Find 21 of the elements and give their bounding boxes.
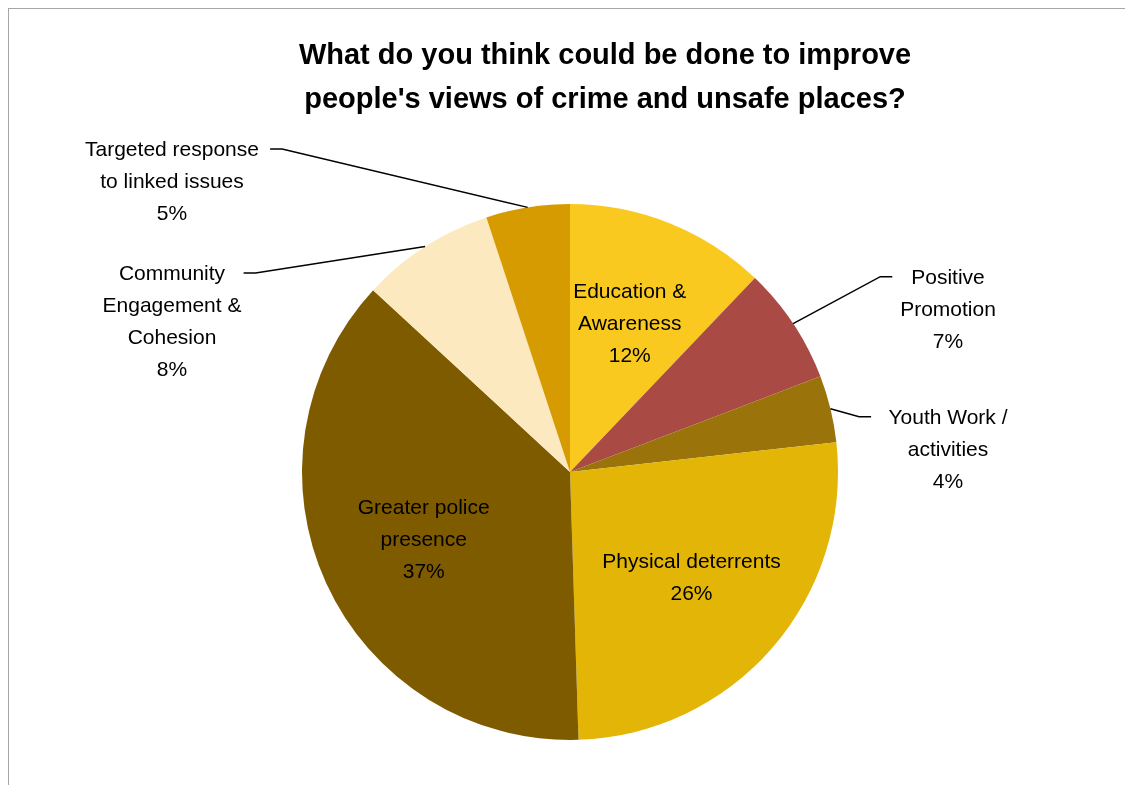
data-label: 7% xyxy=(932,328,964,352)
data-label: 5% xyxy=(156,200,188,224)
pie-slice xyxy=(570,204,755,472)
slice-label: Youth Work / activities xyxy=(888,404,1008,460)
pie-slice xyxy=(486,204,570,472)
data-label: 12% xyxy=(608,342,651,366)
slice-label: Greater police presence xyxy=(357,494,490,550)
data-label: 8% xyxy=(156,356,188,380)
slice-label: Education & Awareness xyxy=(573,278,687,334)
slice-label: Community Engagement & Cohesion xyxy=(102,260,242,348)
slice-label: Positive Promotion xyxy=(900,264,996,320)
chart-title: What do you think could be done to improve people's views of crime and unsafe places? xyxy=(298,38,912,114)
slice-label: Targeted response to linked issues xyxy=(85,136,259,192)
data-label: 37% xyxy=(402,558,445,582)
pie-slice xyxy=(570,376,837,472)
data-label: 26% xyxy=(670,581,713,605)
pie-slice xyxy=(373,217,570,472)
slice-label: Physical deterrents xyxy=(602,549,781,573)
pie-slice xyxy=(570,442,838,740)
pie-slice xyxy=(570,278,821,472)
data-label: 4% xyxy=(932,468,964,492)
